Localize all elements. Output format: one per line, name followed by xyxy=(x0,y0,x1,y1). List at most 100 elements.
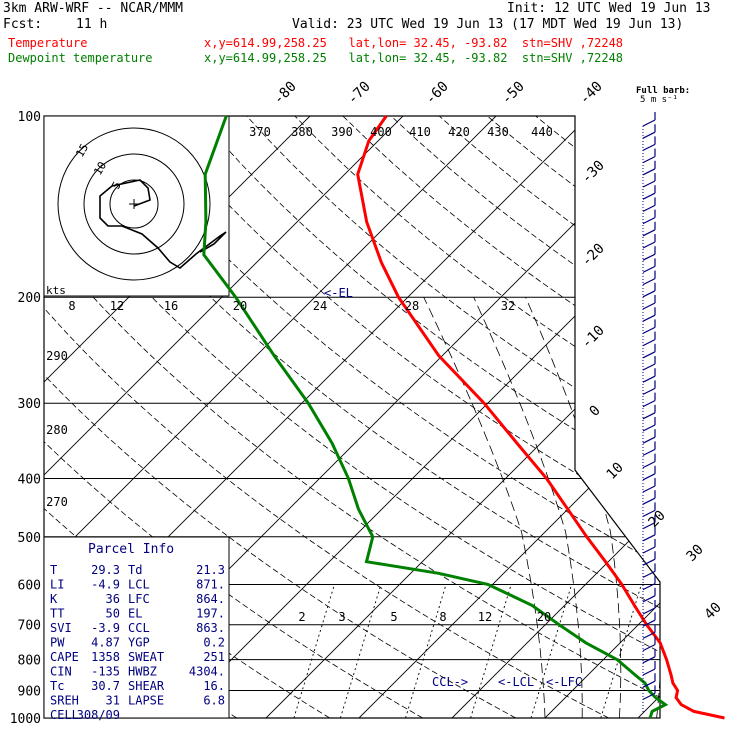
sounding-annotation: <-LFC xyxy=(546,675,582,689)
parcel-value: 864. xyxy=(196,592,225,606)
dry-adiabat xyxy=(342,116,660,718)
wind-barb xyxy=(642,278,656,286)
dry-adiabat xyxy=(294,116,660,718)
parcel-title: Parcel Info xyxy=(88,542,174,557)
wind-barb xyxy=(642,668,656,676)
parcel-value: 4.87 xyxy=(91,636,120,650)
isotherm-line xyxy=(451,116,660,718)
parcel-label: LFC xyxy=(128,592,150,606)
wind-barb xyxy=(642,424,656,432)
pressure-tick-label: 200 xyxy=(18,291,41,306)
wind-barb xyxy=(642,656,656,664)
dry-adiabat xyxy=(246,116,660,718)
parcel-value: 30.7 xyxy=(91,679,120,693)
temperature-line xyxy=(356,115,725,720)
sounding-series xyxy=(202,115,725,720)
parcel-label: SHEAR xyxy=(128,679,165,693)
pressure-tick-label: 300 xyxy=(18,397,41,412)
mixing-ratio-label: 3 xyxy=(338,610,345,624)
scale-tick-label: 28 xyxy=(405,299,419,313)
theta-label: 280 xyxy=(46,423,68,437)
dry-adiabat xyxy=(728,116,740,718)
parcel-label: SREH xyxy=(50,694,79,708)
wind-barb xyxy=(642,485,656,493)
mixing-ratio-lines xyxy=(293,584,642,718)
pressure-tick-label: 900 xyxy=(18,684,41,699)
mixing-ratio-line xyxy=(530,584,573,718)
parcel-value: 1358 xyxy=(91,650,120,664)
parcel-label: LAPSE xyxy=(128,694,164,708)
wind-barb xyxy=(642,461,656,469)
theta-label: 270 xyxy=(46,495,68,509)
dewpoint-legend: Dewpoint temperature xyxy=(8,51,153,65)
wind-barb xyxy=(642,314,656,322)
barb-unit: 5 m s⁻¹ xyxy=(640,95,678,105)
wind-barb xyxy=(642,290,656,298)
parcel-value: 50 xyxy=(106,607,120,621)
pressure-tick-label: 1000 xyxy=(10,712,41,727)
dry-adiabat xyxy=(680,116,740,718)
dry-adiabat xyxy=(44,116,660,718)
sounding-annotation: CCL-> xyxy=(432,675,468,689)
wind-barb xyxy=(642,326,656,334)
isotherm-line xyxy=(172,116,660,718)
theta-label: 400 xyxy=(370,125,392,139)
hodograph-ring xyxy=(57,127,211,281)
hodograph-frame xyxy=(43,115,230,297)
wind-barb xyxy=(642,583,656,591)
hodograph-trace xyxy=(99,179,227,269)
wind-barb xyxy=(642,680,656,688)
mixing-ratio-line xyxy=(339,584,382,718)
pressure-tick-label: 100 xyxy=(18,110,41,125)
hodograph-ring xyxy=(109,179,159,229)
isotherm-label: 0 xyxy=(587,403,604,420)
init-time: Init: 12 UTC Wed 19 Jun 13 xyxy=(507,1,711,16)
scale-tick-label: 8 xyxy=(68,299,75,313)
parcel-label: Td xyxy=(128,563,142,577)
wind-barb xyxy=(642,644,656,652)
pressure-tick-label: 400 xyxy=(18,472,41,487)
wind-barb xyxy=(642,192,656,200)
parcel-label: LCL xyxy=(128,578,150,592)
theta-label: 430 xyxy=(487,125,509,139)
isotherm-line xyxy=(44,116,497,718)
parcel-label: YGP xyxy=(128,636,150,650)
wind-barb xyxy=(642,546,656,554)
parcel-label: K xyxy=(50,592,58,606)
wind-barb xyxy=(642,400,656,408)
isotherm-line xyxy=(544,116,660,718)
parcel-label: CAPE xyxy=(50,650,79,664)
parcel-panel-box xyxy=(43,536,230,719)
parcel-label: SWEAT xyxy=(128,650,164,664)
sounding-annotation: <-LCL xyxy=(498,675,534,689)
dewpoint-line xyxy=(202,115,669,719)
isotherm-label: -20 xyxy=(579,241,608,270)
parcel-value: 31 xyxy=(106,694,120,708)
parcel-value: 871. xyxy=(196,578,225,592)
parcel-value: -135 xyxy=(91,665,120,679)
parcel-label: LI xyxy=(50,578,64,592)
parcel-value: 0.2 xyxy=(203,636,225,650)
isotherm-label: -30 xyxy=(579,158,608,187)
wind-barb xyxy=(642,412,656,420)
wind-barb xyxy=(642,253,656,261)
scale-tick-label: 20 xyxy=(233,299,247,313)
parcel-label: CCL xyxy=(128,621,150,635)
wind-barb xyxy=(642,595,656,603)
wind-barbs xyxy=(642,112,656,712)
parcel-info-panel: Parcel Info T 29.3 Td 21.3 LI -4.9 LCL 871. K 36 LF… xyxy=(43,536,230,722)
moist-adiabat xyxy=(423,297,546,718)
moist-adiabat xyxy=(697,297,740,718)
hodograph-unit: kts xyxy=(46,284,66,297)
wind-barb xyxy=(642,509,656,517)
wind-barb xyxy=(642,522,656,530)
pressure-tick-label: 700 xyxy=(18,619,41,634)
wind-barb xyxy=(642,119,656,127)
parcel-label: CELL xyxy=(50,708,79,722)
dewpoint-location: x,y=614.99,258.25 lat,lon= 32.45, -93.82… xyxy=(204,51,624,65)
header: 3km ARW-WRF -- NCAR/MMM Init: 12 UTC Wed… xyxy=(0,0,740,106)
dry-adiabat xyxy=(150,116,660,718)
wind-barb xyxy=(642,631,656,639)
parcel-value: 36 xyxy=(106,592,120,606)
temperature-legend: Temperature xyxy=(8,36,88,50)
